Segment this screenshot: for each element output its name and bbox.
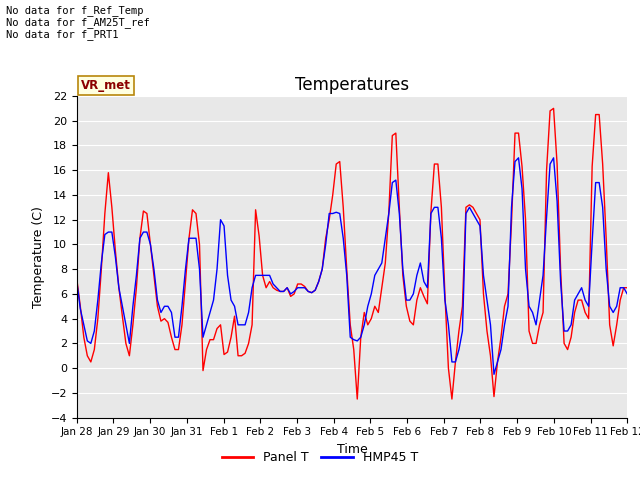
- HMP45 T: [515, 155, 522, 161]
- Line: Panel T: Panel T: [77, 108, 627, 399]
- HMP45 T: [588, 239, 596, 245]
- HMP45 T: [273, 285, 280, 290]
- HMP45 T: [168, 310, 175, 315]
- Line: HMP45 T: HMP45 T: [77, 158, 627, 374]
- Panel T: [374, 310, 382, 315]
- Text: VR_met: VR_met: [81, 79, 131, 92]
- HMP45 T: [490, 372, 498, 377]
- HMP45 T: [129, 303, 137, 309]
- HMP45 T: [452, 359, 460, 365]
- Panel T: [273, 288, 280, 293]
- Text: No data for f_Ref_Temp: No data for f_Ref_Temp: [6, 5, 144, 16]
- Panel T: [168, 334, 175, 340]
- Panel T: [129, 322, 137, 328]
- Text: No data for f_PRT1: No data for f_PRT1: [6, 29, 119, 40]
- Panel T: [455, 328, 463, 334]
- HMP45 T: [73, 279, 81, 285]
- Panel T: [588, 164, 596, 169]
- Title: Temperatures: Temperatures: [295, 76, 409, 95]
- Y-axis label: Temperature (C): Temperature (C): [32, 206, 45, 308]
- Panel T: [623, 285, 631, 290]
- HMP45 T: [371, 273, 379, 278]
- Legend: Panel T, HMP45 T: Panel T, HMP45 T: [217, 446, 423, 469]
- Panel T: [73, 276, 81, 282]
- Panel T: [353, 396, 361, 402]
- Text: No data for f_AM25T_ref: No data for f_AM25T_ref: [6, 17, 150, 28]
- HMP45 T: [623, 291, 631, 297]
- X-axis label: Time: Time: [337, 443, 367, 456]
- Panel T: [550, 106, 557, 111]
